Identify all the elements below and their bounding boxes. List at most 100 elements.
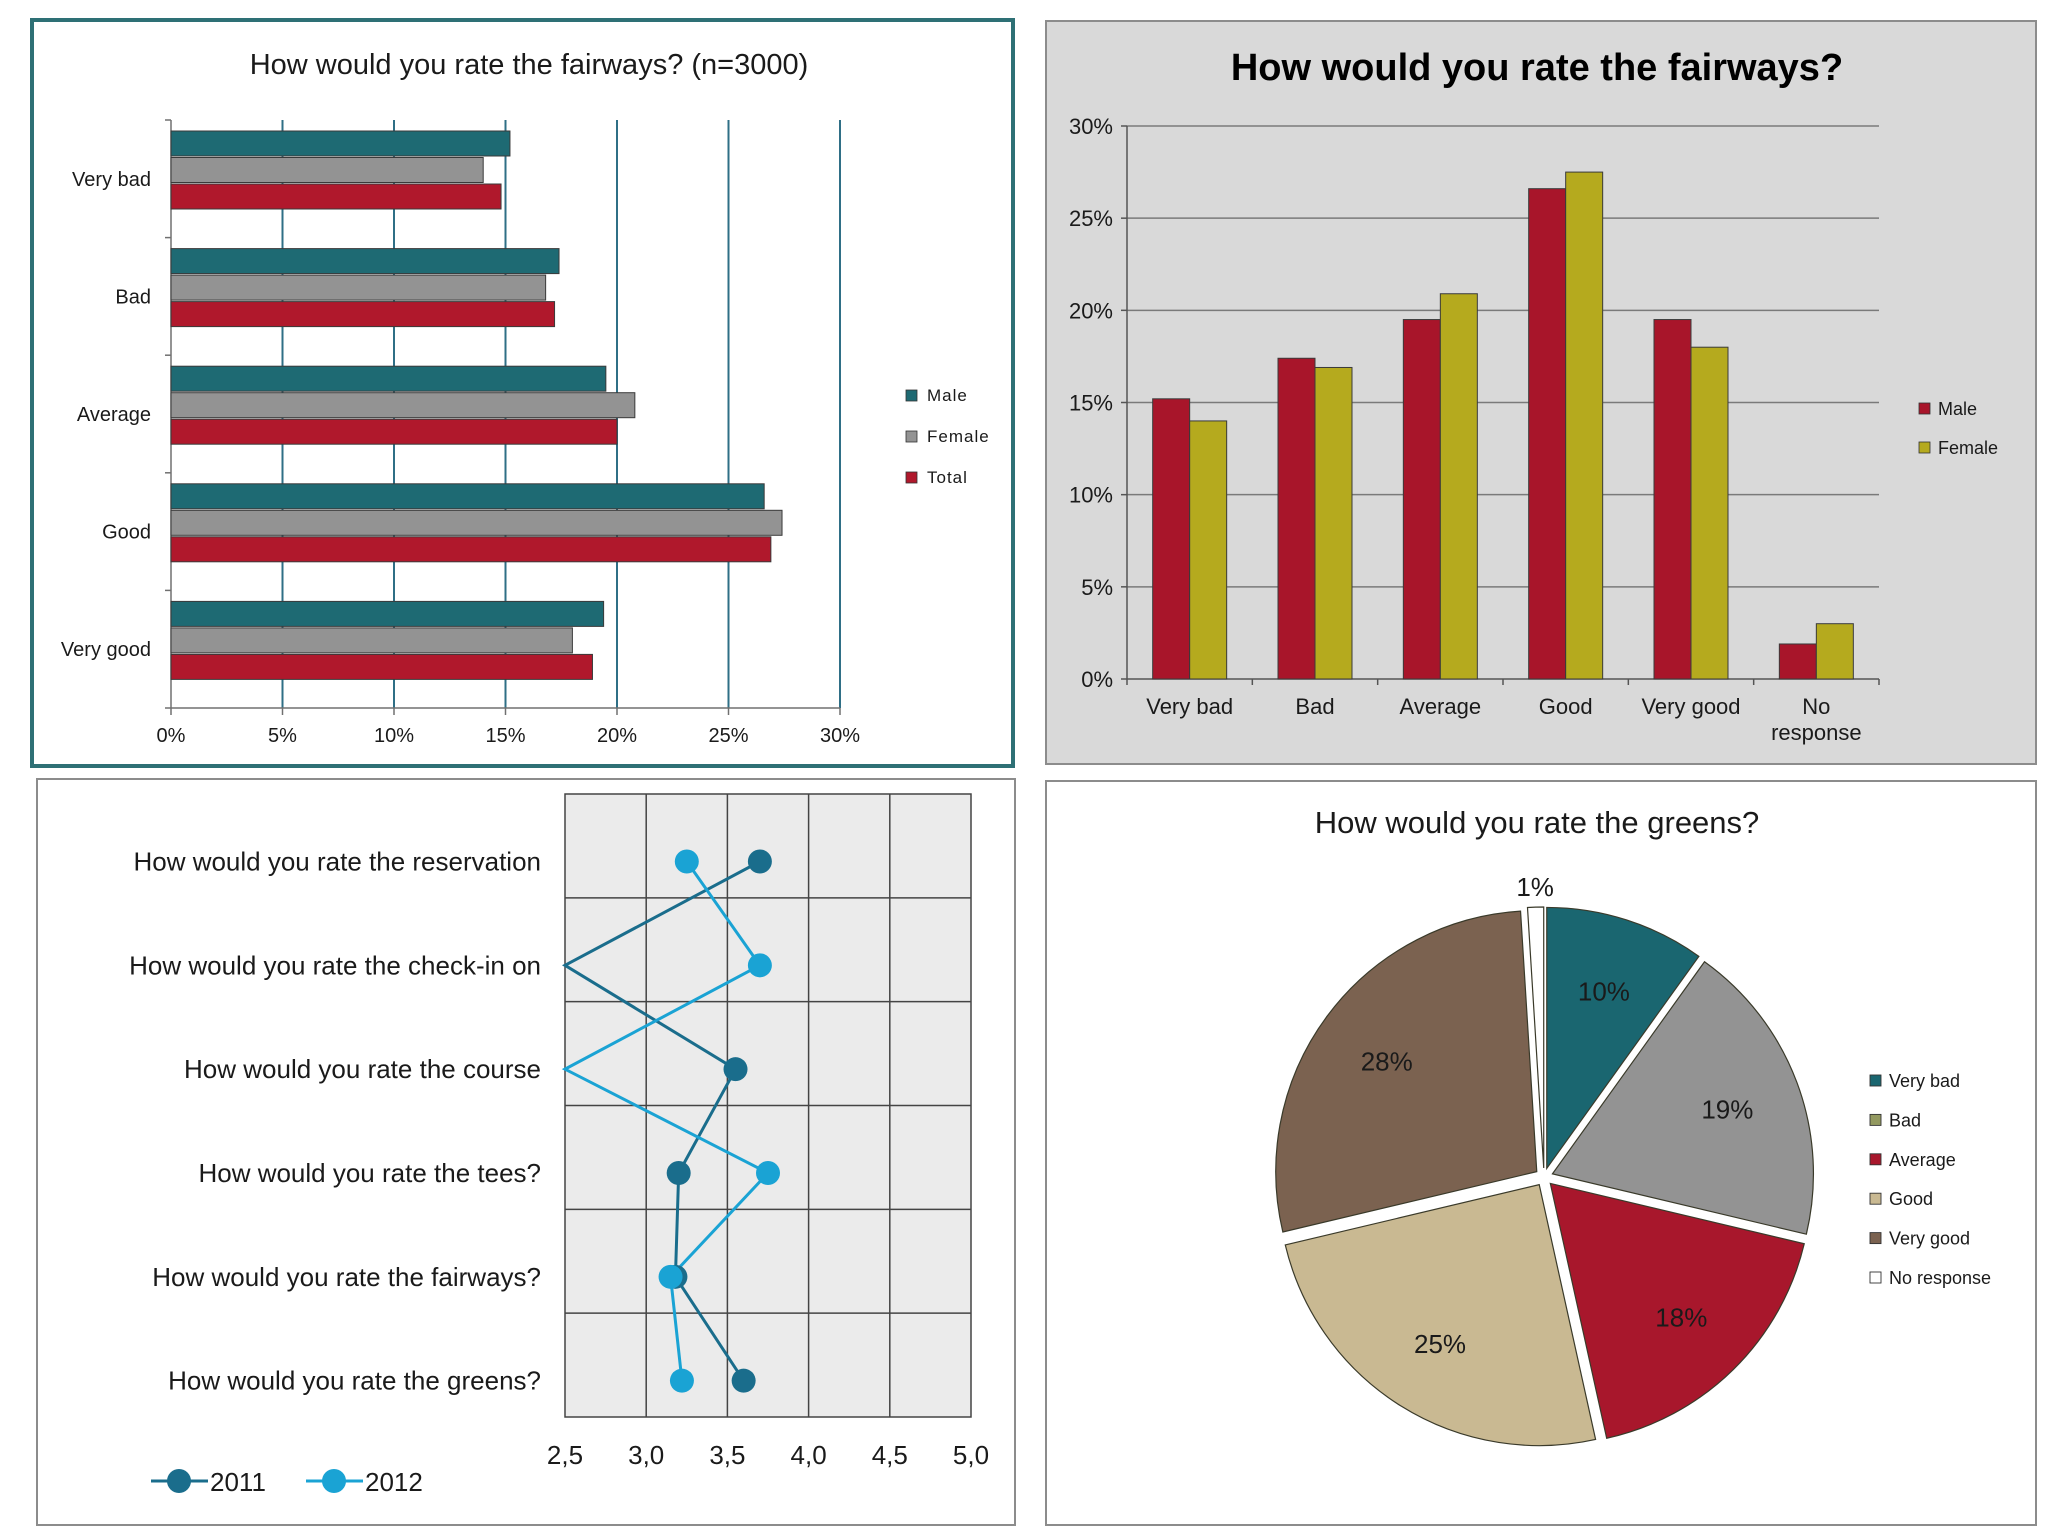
x-tick-label: 4,0 <box>791 1440 827 1470</box>
slice-label-no-response: 1% <box>1516 872 1554 902</box>
legend-label-female: Female <box>927 427 990 446</box>
bar-male-very-good <box>1653 319 1692 680</box>
legend-label-2011: 2011 <box>210 1467 266 1497</box>
bar-male-very-good <box>170 600 605 627</box>
bar-male-no-response <box>1778 643 1817 680</box>
y-tick-label: How would you rate the tees? <box>198 1158 541 1188</box>
bar-female-very-good <box>170 627 573 654</box>
bar-male-very-bad <box>1152 398 1191 680</box>
y-tick-label: How would you rate the fairways? <box>152 1262 541 1292</box>
slice-very-good <box>1275 910 1538 1233</box>
bar-female-very-good <box>1690 346 1729 680</box>
point-2011-5 <box>731 1368 756 1393</box>
y-tick-label: How would you rate the greens? <box>168 1366 541 1396</box>
legend-swatch-average <box>1869 1153 1882 1166</box>
slice-average <box>1549 1182 1805 1439</box>
y-tick-label: Very good <box>61 639 151 661</box>
bar-total-very-good <box>170 653 593 680</box>
y-tick-label: Average <box>77 404 151 426</box>
y-tick-label: 0% <box>1081 667 1113 692</box>
fairways-vertical-chart: How would you rate the fairways? 0% 5% 10%… <box>1069 47 1998 745</box>
legend-marker-2011 <box>167 1469 191 1493</box>
x-tick-label: Average <box>1400 694 1482 719</box>
slice-bad <box>1551 960 1814 1235</box>
y-tick-label: 10% <box>1069 483 1113 508</box>
legend-label-no-response: No response <box>1889 1268 1991 1288</box>
bar-total-average <box>170 418 618 445</box>
slice-label-very-good: 28% <box>1361 1046 1413 1076</box>
bar-male-good <box>170 483 765 510</box>
bar-female-good <box>1565 171 1604 680</box>
y-tick-label: 5% <box>1081 575 1113 600</box>
y-tick-label: How would you rate the check-in on <box>129 950 541 980</box>
legend-swatch-very-bad <box>1869 1074 1882 1087</box>
y-tick-label: Very bad <box>72 169 151 191</box>
y-tick-label: Good <box>102 522 151 544</box>
legend-label-2012: 2012 <box>365 1467 423 1497</box>
bar-total-good <box>170 536 772 563</box>
legend-swatch-very-good <box>1869 1232 1882 1245</box>
point-2012-4 <box>658 1264 683 1289</box>
point-2011-3 <box>666 1160 691 1185</box>
greens-pie-chart: How would you rate the greens? 10% 19% 18%… <box>1275 805 1991 1447</box>
chart-title: How would you rate the greens? <box>1315 805 1760 840</box>
legend-label-male: Male <box>1938 399 1977 419</box>
legend-label-male: Male <box>927 386 968 405</box>
y-tick-label: How would you rate the reservation <box>133 846 541 876</box>
bar-male-very-bad <box>170 130 511 157</box>
bar-female-no-response <box>1815 623 1854 680</box>
fairways-horizontal-panel: How would you rate the fairways? (n=3000… <box>30 18 1015 768</box>
slice-label-average: 18% <box>1655 1302 1707 1332</box>
point-2012-3 <box>756 1160 780 1185</box>
legend-marker-2012 <box>322 1469 346 1493</box>
bar-total-very-bad <box>170 183 502 210</box>
legend-label-good: Good <box>1889 1189 1933 1209</box>
y-tick-label: How would you rate the course <box>184 1054 541 1084</box>
legend-label-female: Female <box>1938 438 1998 458</box>
legend-swatch-total <box>905 471 918 484</box>
bar-female-very-bad <box>170 157 484 183</box>
x-tick-label: Good <box>1539 694 1593 719</box>
bar-total-bad <box>170 301 556 328</box>
x-tick-label: 15% <box>485 725 525 747</box>
x-tick-label: 0% <box>157 725 186 747</box>
x-tick-label: No <box>1802 694 1830 719</box>
bar-male-average <box>1402 319 1441 680</box>
x-tick-label: 3,0 <box>628 1440 664 1470</box>
fairways-vertical-panel: How would you rate the fairways? 0% 5% 10%… <box>1045 20 2037 765</box>
slice-very-bad <box>1546 906 1700 1171</box>
slice-label-very-bad: 10% <box>1578 977 1630 1007</box>
bar-male-bad <box>170 248 560 275</box>
ratings-line-chart: 2,5 3,0 3,5 4,0 4,5 5,0 How would you rate the… <box>129 793 989 1497</box>
y-tick-label: 30% <box>1069 114 1113 139</box>
x-tick-label: Very good <box>1641 694 1740 719</box>
chart-title: How would you rate the fairways? <box>1231 47 1843 89</box>
legend-label-bad: Bad <box>1889 1110 1921 1130</box>
point-2012-0 <box>674 849 699 874</box>
x-tick-label: 3,5 <box>709 1440 745 1470</box>
x-tick-label: 20% <box>597 725 637 747</box>
x-tick-label: 2,5 <box>547 1440 583 1470</box>
ratings-line-panel: 2,5 3,0 3,5 4,0 4,5 5,0 How would you rate the… <box>36 778 1016 1526</box>
point-2011-0 <box>747 849 772 874</box>
legend-swatch-male <box>1918 402 1931 415</box>
x-tick-label: 30% <box>820 725 860 747</box>
slice-no-response <box>1526 906 1545 1169</box>
legend-label-total: Total <box>927 468 968 487</box>
x-tick-label: 25% <box>708 725 748 747</box>
y-tick-label: Bad <box>115 286 151 308</box>
series-line-2011 <box>561 860 761 1382</box>
y-tick-label: 20% <box>1069 298 1113 323</box>
point-2012-1 <box>747 953 772 978</box>
legend-label-average: Average <box>1889 1150 1956 1170</box>
x-tick-label: 5% <box>268 725 297 747</box>
bar-female-average <box>170 392 636 419</box>
slice-label-bad: 19% <box>1701 1094 1753 1124</box>
y-tick-label: 25% <box>1069 206 1113 231</box>
fairways-horizontal-chart: How would you rate the fairways? (n=3000… <box>61 49 990 747</box>
legend-label-very-bad: Very bad <box>1889 1071 1960 1091</box>
bar-female-good <box>170 509 783 536</box>
legend-swatch-good <box>1869 1192 1882 1205</box>
legend-label-very-good: Very good <box>1889 1229 1970 1249</box>
greens-pie-panel: How would you rate the greens? 10% 19% 18%… <box>1045 780 2037 1526</box>
